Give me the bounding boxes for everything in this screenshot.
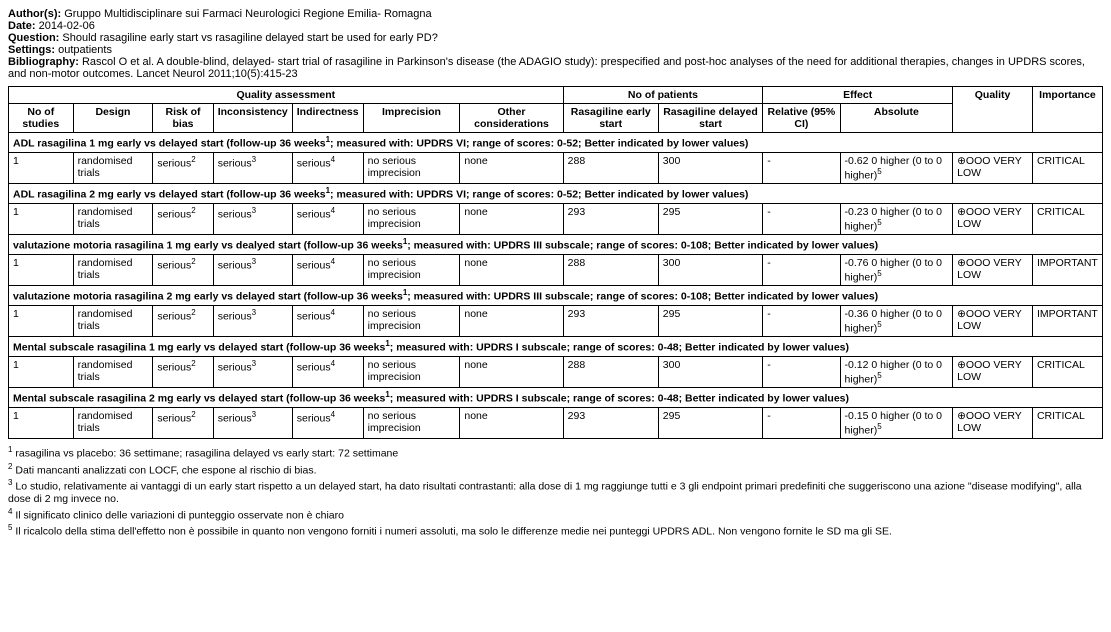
bibliography-label: Bibliography:	[8, 56, 79, 68]
section-title: ADL rasagilina 2 mg early vs delayed sta…	[9, 184, 1103, 204]
col-group-ef: Effect	[763, 87, 953, 104]
col-imprecision: Imprecision	[363, 104, 460, 133]
table-row: 1randomised trialsserious2serious3seriou…	[9, 152, 1103, 184]
col-quality: Quality	[953, 87, 1033, 133]
col-group-qa: Quality assessment	[9, 87, 564, 104]
table-row: 1randomised trialsserious2serious3seriou…	[9, 203, 1103, 235]
col-other: Other considerations	[460, 104, 563, 133]
footnote: 4 Il significato clinico delle variazion…	[8, 507, 1103, 522]
section-title: valutazione motoria rasagilina 2 mg earl…	[9, 286, 1103, 306]
col-arm2: Rasagiline delayed start	[658, 104, 762, 133]
col-rob: Risk of bias	[153, 104, 213, 133]
col-indirectness: Indirectness	[292, 104, 363, 133]
col-inconsistency: Inconsistency	[213, 104, 292, 133]
table-row: 1randomised trialsserious2serious3seriou…	[9, 305, 1103, 337]
authors-label: Author(s):	[8, 8, 61, 20]
section-title: Mental subscale rasagilina 2 mg early vs…	[9, 388, 1103, 408]
footnote: 1 rasagilina vs placebo: 36 settimane; r…	[8, 445, 1103, 460]
question-label: Question:	[8, 32, 59, 44]
footnote: 5 Il ricalcolo della stima dell'effetto …	[8, 523, 1103, 538]
authors-value: Gruppo Multidisciplinare sui Farmaci Neu…	[64, 8, 431, 20]
col-relative: Relative (95% CI)	[763, 104, 840, 133]
table-row: 1randomised trialsserious2serious3seriou…	[9, 356, 1103, 388]
col-no-studies: No of studies	[9, 104, 74, 133]
footnotes: 1 rasagilina vs placebo: 36 settimane; r…	[8, 445, 1103, 538]
grade-table: Quality assessment No of patients Effect…	[8, 86, 1103, 439]
header: Author(s): Gruppo Multidisciplinare sui …	[8, 8, 1103, 80]
table-row: 1randomised trialsserious2serious3seriou…	[9, 407, 1103, 439]
settings-label: Settings:	[8, 44, 55, 56]
footnote: 2 Dati mancanti analizzati con LOCF, che…	[8, 462, 1103, 477]
section-title: ADL rasagilina 1 mg early vs delayed sta…	[9, 133, 1103, 153]
table-row: 1randomised trialsserious2serious3seriou…	[9, 254, 1103, 286]
bibliography-value: Rascol O et al. A double-blind, delayed-…	[8, 56, 1085, 80]
date-value: 2014-02-06	[39, 20, 95, 32]
col-group-np: No of patients	[563, 87, 763, 104]
col-design: Design	[73, 104, 153, 133]
section-title: Mental subscale rasagilina 1 mg early vs…	[9, 337, 1103, 357]
col-arm1: Rasagiline early start	[563, 104, 658, 133]
settings-value: outpatients	[58, 44, 112, 56]
date-label: Date:	[8, 20, 36, 32]
question-value: Should rasagiline early start vs rasagil…	[62, 32, 437, 44]
footnote: 3 Lo studio, relativamente ai vantaggi d…	[8, 478, 1103, 505]
section-title: valutazione motoria rasagilina 1 mg earl…	[9, 235, 1103, 255]
col-absolute: Absolute	[840, 104, 953, 133]
col-importance: Importance	[1032, 87, 1102, 133]
